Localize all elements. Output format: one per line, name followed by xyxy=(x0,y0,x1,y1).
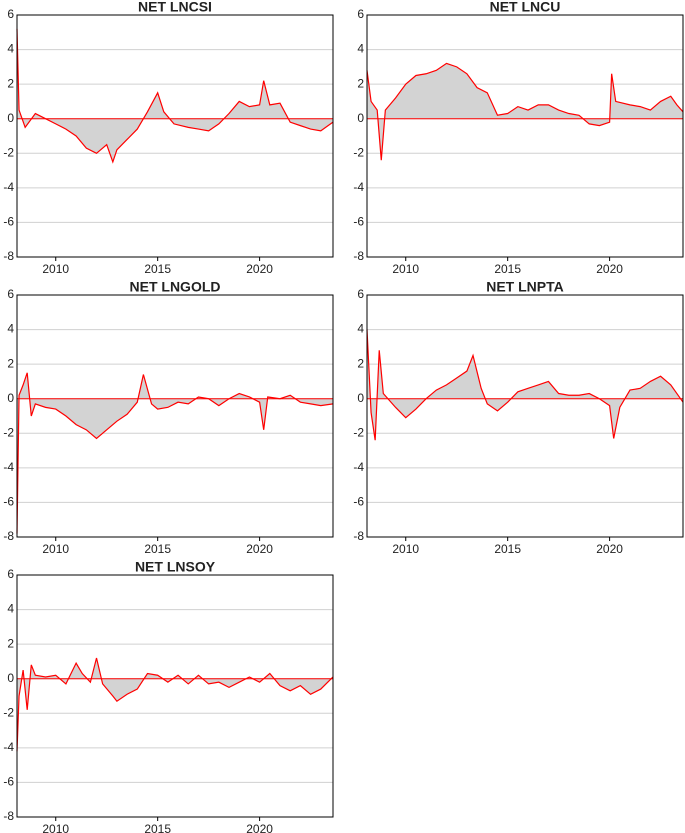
y-tick-label: 0 xyxy=(7,671,14,685)
y-tick-label: 0 xyxy=(7,111,14,125)
x-tick-label: 2010 xyxy=(392,542,419,556)
y-tick-label: 0 xyxy=(7,391,14,405)
area xyxy=(367,63,683,161)
x-tick-label: 2015 xyxy=(144,262,171,276)
line xyxy=(366,329,684,441)
y-tick-label: -2 xyxy=(353,145,364,159)
y-tick-label: -8 xyxy=(3,249,14,263)
panel: NET LNSOY -8 -6 -4 -2 0 2 4 6 2010 2015 2020 xyxy=(3,559,334,833)
x-tick-label: 2010 xyxy=(392,262,419,276)
y-tick-label: -4 xyxy=(3,460,14,474)
y-tick-label: -4 xyxy=(3,740,14,754)
plot-frame xyxy=(16,14,334,258)
x-tick-label: 2020 xyxy=(246,822,273,833)
y-tick-label: -4 xyxy=(353,180,364,194)
x-tick-label: 2015 xyxy=(494,542,521,556)
y-tick-label: 2 xyxy=(7,636,14,650)
y-tick-label: -6 xyxy=(353,495,364,509)
y-tick-label: 6 xyxy=(7,567,14,581)
panel: NET LNGOLD -8 -6 -4 -2 0 2 4 6 2010 2015 2020 xyxy=(3,279,334,556)
y-tick-label: -2 xyxy=(3,425,14,439)
y-tick-label: 6 xyxy=(357,287,364,301)
y-tick-label: -6 xyxy=(3,215,14,229)
x-tick-label: 2010 xyxy=(42,542,69,556)
x-tick-label: 2010 xyxy=(42,262,69,276)
y-tick-label: -2 xyxy=(353,425,364,439)
y-tick-label: 2 xyxy=(7,76,14,90)
chart-title: NET LNCSI xyxy=(138,0,212,15)
y-tick-label: -6 xyxy=(3,775,14,789)
y-tick-label: 4 xyxy=(357,42,364,56)
y-tick-label: -4 xyxy=(353,460,364,474)
chart-title: NET LNSOY xyxy=(135,559,216,575)
chart-title: NET LNPTA xyxy=(486,279,564,295)
line xyxy=(16,657,334,752)
area xyxy=(17,372,333,534)
y-tick-label: 2 xyxy=(357,76,364,90)
y-tick-label: -2 xyxy=(3,145,14,159)
y-tick-label: -2 xyxy=(3,705,14,719)
y-tick-label: 6 xyxy=(7,7,14,21)
plot-frame xyxy=(366,294,684,538)
y-tick-label: -8 xyxy=(3,529,14,543)
panel: NET LNPTA -8 -6 -4 -2 0 2 4 6 2010 2015 2020 xyxy=(353,279,684,556)
y-tick-label: -4 xyxy=(3,180,14,194)
chart-title: NET LNGOLD xyxy=(130,279,221,295)
area xyxy=(17,657,333,752)
line xyxy=(16,28,334,164)
y-tick-label: -8 xyxy=(353,529,364,543)
x-tick-label: 2015 xyxy=(494,262,521,276)
plot-frame xyxy=(366,14,684,258)
y-tick-label: 6 xyxy=(7,287,14,301)
x-tick-label: 2015 xyxy=(144,542,171,556)
y-tick-label: 6 xyxy=(357,7,364,21)
area xyxy=(367,329,683,441)
y-tick-label: 2 xyxy=(7,356,14,370)
x-tick-label: 2015 xyxy=(144,822,171,833)
y-tick-label: -8 xyxy=(353,249,364,263)
chart-title: NET LNCU xyxy=(490,0,561,15)
panel: NET LNCU -8 -6 -4 -2 0 2 4 6 2010 2015 2020 xyxy=(353,0,684,276)
x-tick-label: 2020 xyxy=(246,262,273,276)
y-tick-label: 4 xyxy=(7,42,14,56)
x-tick-label: 2020 xyxy=(246,542,273,556)
y-tick-label: 2 xyxy=(357,356,364,370)
y-tick-label: 4 xyxy=(357,322,364,336)
y-tick-label: -8 xyxy=(3,809,14,823)
x-tick-label: 2020 xyxy=(596,262,623,276)
x-tick-label: 2010 xyxy=(42,822,69,833)
y-tick-label: 4 xyxy=(7,602,14,616)
plot-frame xyxy=(16,294,334,538)
line xyxy=(16,372,334,534)
panel: NET LNCSI -8 -6 -4 -2 0 2 4 6 2010 2015 2020 xyxy=(3,0,334,276)
y-tick-label: -6 xyxy=(3,495,14,509)
y-tick-label: 0 xyxy=(357,111,364,125)
x-tick-label: 2020 xyxy=(596,542,623,556)
y-tick-label: 0 xyxy=(357,391,364,405)
y-tick-label: 4 xyxy=(7,322,14,336)
y-tick-label: -6 xyxy=(353,215,364,229)
area xyxy=(17,28,333,162)
plot-frame xyxy=(16,574,334,818)
line xyxy=(366,62,684,161)
